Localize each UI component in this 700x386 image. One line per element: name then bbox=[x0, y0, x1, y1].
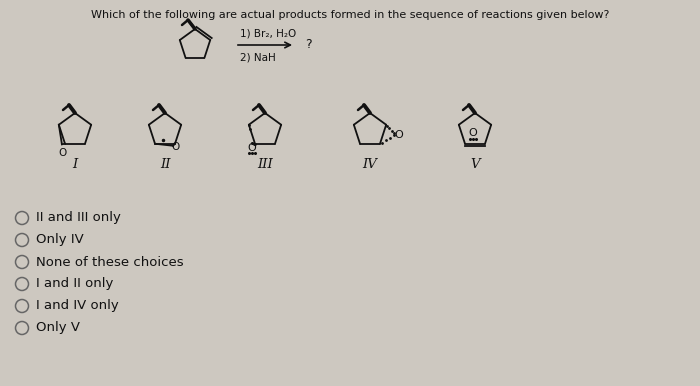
Text: ?: ? bbox=[305, 39, 312, 51]
Text: I and II only: I and II only bbox=[36, 278, 113, 291]
Text: Only IV: Only IV bbox=[36, 234, 84, 247]
Text: O: O bbox=[468, 128, 477, 138]
Text: II and III only: II and III only bbox=[36, 212, 121, 225]
Text: I: I bbox=[72, 158, 78, 171]
Text: I and IV only: I and IV only bbox=[36, 300, 119, 313]
Text: None of these choices: None of these choices bbox=[36, 256, 183, 269]
Text: O: O bbox=[395, 130, 403, 140]
Text: 1) Br₂, H₂O: 1) Br₂, H₂O bbox=[240, 28, 296, 38]
Text: 2) NaH: 2) NaH bbox=[240, 53, 276, 63]
Text: Which of the following are actual products formed in the sequence of reactions g: Which of the following are actual produc… bbox=[91, 10, 609, 20]
Text: O: O bbox=[59, 148, 67, 158]
Text: O: O bbox=[171, 142, 179, 152]
Text: Only V: Only V bbox=[36, 322, 80, 335]
Text: V: V bbox=[470, 158, 480, 171]
Text: II: II bbox=[160, 158, 170, 171]
Text: III: III bbox=[257, 158, 273, 171]
Text: O: O bbox=[248, 143, 256, 153]
Text: IV: IV bbox=[363, 158, 377, 171]
